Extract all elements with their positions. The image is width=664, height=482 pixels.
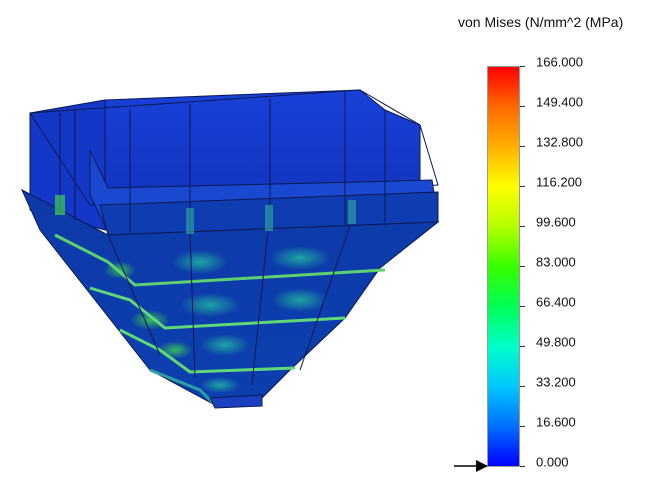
legend-tick (520, 426, 525, 427)
legend-value: 116.200 (536, 174, 583, 190)
legend-value: 83.000 (536, 254, 576, 270)
legend-value: 132.800 (536, 134, 583, 150)
pointer-arrow-icon (454, 460, 488, 472)
legend-tick (520, 106, 525, 107)
legend-value: 66.400 (536, 294, 576, 310)
legend-value: 149.400 (536, 94, 583, 110)
legend-tick (520, 266, 525, 267)
legend-value: 0.000 (536, 454, 569, 470)
legend-tick (520, 66, 525, 67)
legend-tick (520, 346, 525, 347)
hopper-model[interactable] (20, 89, 440, 409)
legend-tick (520, 226, 525, 227)
legend-tick (520, 186, 525, 187)
legend-value: 166.000 (536, 54, 583, 70)
legend-value: 33.200 (536, 374, 576, 390)
legend-tick (520, 466, 525, 467)
legend-title: von Mises (N/mm^2 (MPa) (458, 14, 624, 30)
stress-colorbar (487, 66, 520, 467)
legend-value: 16.600 (536, 414, 576, 430)
legend-tick (520, 146, 525, 147)
legend-tick (520, 306, 525, 307)
legend-value: 49.800 (536, 334, 576, 350)
legend-tick (520, 386, 525, 387)
legend-value: 99.600 (536, 214, 576, 230)
